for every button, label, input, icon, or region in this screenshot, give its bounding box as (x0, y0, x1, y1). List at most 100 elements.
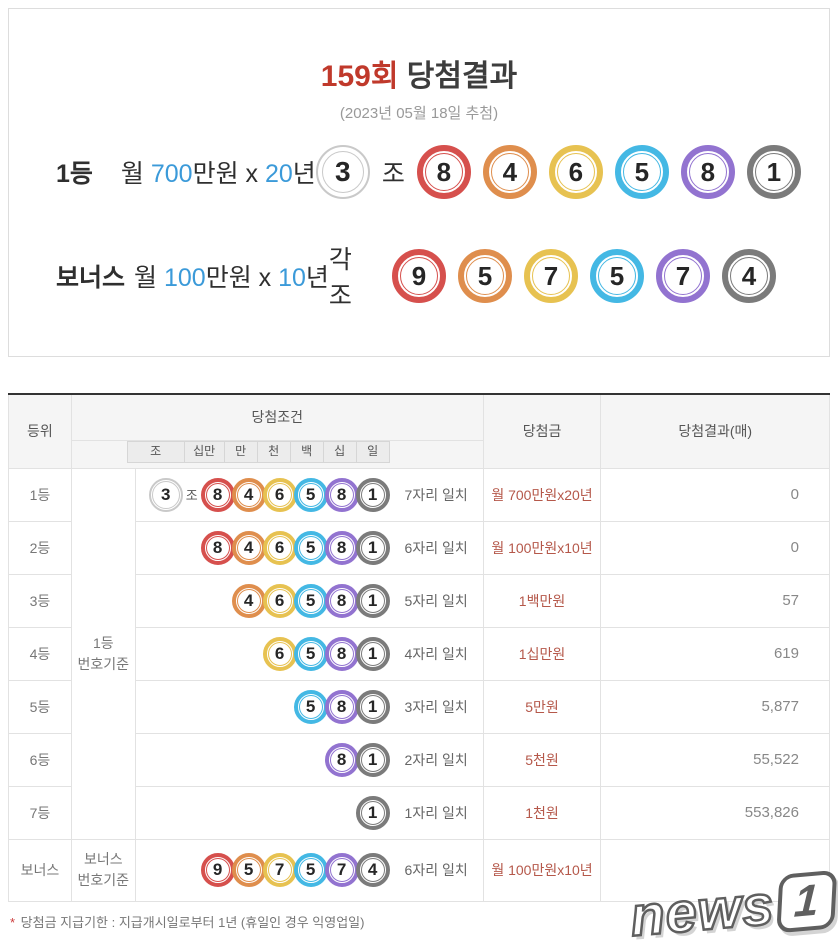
ball-number: 5 (305, 643, 316, 663)
ball-number: 4 (243, 484, 254, 504)
lottery-ball-purple: 7 (656, 249, 710, 303)
ball-number: 8 (336, 590, 347, 610)
ball-number: 7 (274, 860, 285, 879)
prize-cell: 1백만원 (482, 573, 602, 628)
count-cell (600, 838, 830, 902)
lottery-ball-purple: 8 (324, 583, 359, 618)
bonus-prize-amount: 월 100만원 x 10년 (134, 258, 329, 294)
header-condition: 당첨조건 (70, 393, 484, 441)
condition-cell: 4 6 5 8 1 5자리 일치 (134, 573, 484, 628)
bonus-prize-balls: 각 조 9 5 7 5 7 4 (329, 240, 776, 312)
rank-cell: 보너스 (8, 838, 72, 902)
rank-cell: 2등 (8, 520, 72, 575)
rank-cell: 6등 (8, 732, 72, 787)
rank-cell: 4등 (8, 626, 72, 681)
table-row-rank2: 2등 8 4 6 5 8 1 6자리 일치 월 100만원x10년 0 (8, 520, 830, 575)
lottery-ball-purple: 8 (680, 145, 735, 199)
table-row-rank7: 7등 1 1자리 일치 1천원 553,826 (8, 785, 830, 840)
match-label: 6자리 일치 (404, 539, 468, 556)
ball-number: 4 (243, 590, 254, 610)
payment-deadline-note: * 당첨금 지급기한 : 지급개시일로부터 1년 (휴일인 경우 익영업일) (10, 912, 838, 931)
ball-number: 6 (274, 484, 285, 504)
digit-header-cheon: 천 (256, 441, 290, 462)
lottery-ball-gray: 1 (355, 477, 390, 512)
basis-line: 번호기준 (77, 655, 130, 672)
lottery-ball-purple: 8 (324, 530, 359, 565)
lottery-ball-yellow: 7 (262, 853, 297, 887)
first-prize-label: 1등 월 700만원 x 20년 (56, 154, 316, 190)
footnote-asterisk: * (10, 914, 16, 930)
lottery-ball-red: 9 (200, 853, 235, 887)
title-text: 당첨결과 (398, 60, 518, 93)
ball-number: 6 (274, 537, 285, 557)
lottery-ball-red: 8 (416, 145, 471, 199)
ball-number: 7 (543, 260, 559, 291)
condition-cell: 6 5 8 1 4자리 일치 (134, 626, 484, 681)
ball-number: 1 (367, 749, 378, 769)
prize-number: 10 (278, 264, 306, 292)
prize-text: 월 (134, 264, 164, 292)
condition-cell: 8 1 2자리 일치 (134, 732, 484, 787)
ball-number: 1 (367, 802, 378, 822)
ball-number: 1 (766, 156, 782, 187)
ball-number: 8 (336, 643, 347, 663)
lottery-ball-gray: 4 (355, 853, 390, 887)
count-cell: 0 (600, 520, 830, 575)
jo-group-label: 각 조 (328, 246, 352, 310)
count-cell: 619 (600, 626, 830, 681)
lottery-ball-purple: 8 (324, 689, 359, 724)
ball-number: 1 (367, 696, 378, 716)
lottery-ball-orange: 5 (458, 249, 512, 303)
lottery-ball-yellow: 6 (548, 145, 603, 199)
lottery-ball-jo: 3 (315, 145, 370, 199)
ball-number: 3 (335, 156, 351, 187)
lottery-ball-blue: 5 (293, 530, 328, 565)
bonus-prize-label: 보너스 월 100만원 x 10년 (56, 258, 329, 294)
page-title: 159회 당첨결과 (9, 59, 829, 95)
prize-number: 100 (163, 264, 206, 292)
lottery-ball-blue: 5 (590, 249, 644, 303)
ball-number: 8 (336, 696, 347, 716)
lottery-ball-blue: 5 (293, 583, 328, 618)
lottery-ball-gray: 1 (355, 530, 390, 565)
jo-group-label: 조 (185, 488, 198, 503)
prize-number: 20 (264, 160, 293, 188)
ball-number: 4 (502, 156, 518, 187)
lottery-ball-blue: 5 (293, 636, 328, 671)
lottery-ball-gray: 1 (355, 742, 390, 777)
ball-number: 5 (305, 590, 316, 610)
rank-cell: 5등 (8, 679, 72, 734)
lottery-ball-orange: 4 (231, 530, 266, 565)
lottery-ball-purple: 7 (324, 853, 359, 887)
digit-header-jo: 조 (127, 441, 184, 462)
lottery-ball-jo: 3 (148, 477, 183, 512)
digit-header-baek: 백 (289, 441, 323, 462)
digit-header-il: 일 (355, 441, 389, 462)
digit-header-cell: 조 십만 만 천 백 십 일 (70, 439, 484, 469)
lottery-ball-orange: 5 (231, 853, 266, 887)
lottery-ball-red: 8 (200, 477, 235, 512)
rank-cell: 1등 (8, 467, 72, 522)
first-prize-amount: 월 700만원 x 20년 (121, 154, 316, 190)
ball-number: 8 (336, 484, 347, 504)
ball-number: 8 (700, 156, 716, 187)
first-prize-balls: 3 조 8 4 6 5 8 1 (315, 145, 801, 199)
ball-number: 6 (274, 643, 285, 663)
lottery-ball-yellow: 7 (524, 249, 578, 303)
prize-cell: 1천원 (482, 785, 602, 840)
ball-number: 8 (336, 537, 347, 557)
table-row-rank6: 6등 8 1 2자리 일치 5천원 55,522 (8, 732, 830, 787)
digit-header-man: 만 (223, 441, 257, 462)
lottery-ball-gray: 1 (355, 689, 390, 724)
condition-cell: 9 5 7 5 7 4 6자리 일치 (134, 838, 484, 902)
table-row-rank1: 1등 1등 번호기준 3 조 8 4 6 5 8 1 7자리 일치 월 700만원x20년 0 (8, 467, 830, 840)
ball-number: 7 (675, 260, 691, 291)
ball-number: 8 (212, 484, 223, 504)
lottery-ball-yellow: 6 (262, 477, 297, 512)
ball-number: 4 (367, 860, 378, 879)
ball-number: 1 (367, 643, 378, 663)
basis-line: 보너스 (83, 851, 123, 867)
bonus-prize-row: 보너스 월 100만원 x 10년 각 조 9 5 7 5 7 4 (9, 246, 829, 310)
round-number: 159회 (320, 60, 399, 93)
prize-text: 년 (305, 264, 329, 292)
